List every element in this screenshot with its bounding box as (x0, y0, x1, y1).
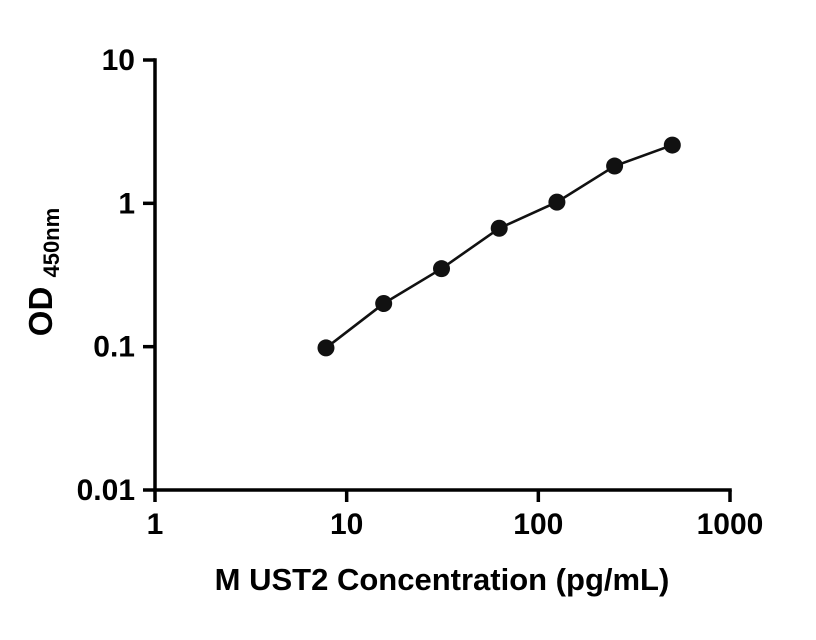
data-point (317, 339, 335, 357)
y-tick-label: 0.1 (93, 331, 135, 364)
x-tick-label: 1 (147, 508, 164, 541)
x-tick-label: 1000 (697, 508, 764, 541)
standard-curve-line (325, 143, 673, 349)
data-series-layer (317, 136, 681, 357)
data-point (433, 260, 451, 278)
axes-layer: 1 10 100 1000 0.01 0.1 1 10 (77, 44, 764, 541)
y-tick-label: 0.01 (77, 474, 135, 507)
x-tick-label: 10 (330, 508, 363, 541)
data-point (375, 295, 393, 313)
data-point (490, 219, 508, 237)
y-tick-label: 1 (118, 187, 135, 220)
y-axis-title-subscript: 450nm (39, 208, 64, 278)
x-axis-title: M UST2 Concentration (pg/mL) (215, 562, 670, 597)
y-tick-label: 10 (102, 44, 135, 77)
data-point (606, 157, 624, 175)
data-point (548, 193, 566, 211)
data-point (663, 136, 681, 154)
x-tick-label: 100 (513, 508, 563, 541)
y-axis-title: OD 450nm (22, 208, 64, 336)
y-axis-title-main: OD (22, 287, 59, 337)
